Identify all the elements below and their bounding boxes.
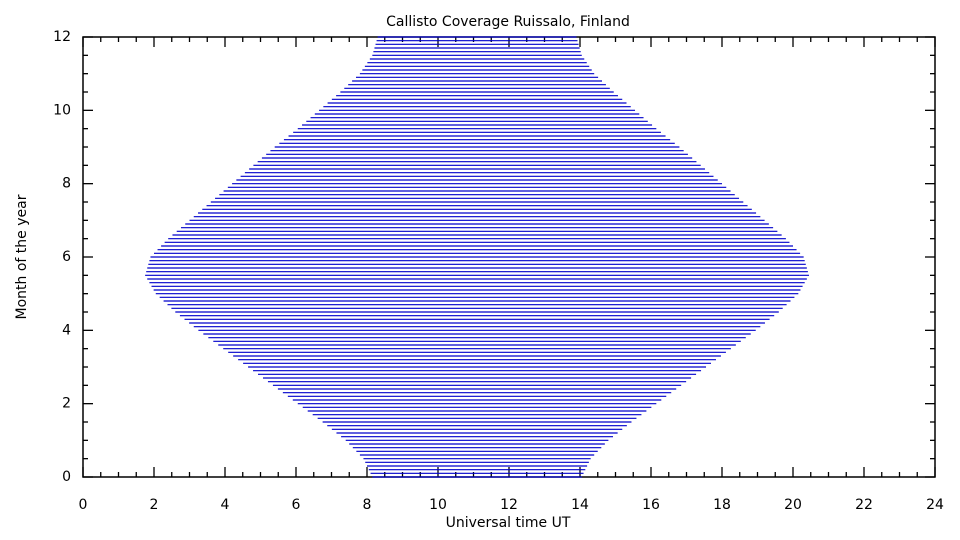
x-tick-label: 20 xyxy=(784,497,802,513)
y-tick-label: 2 xyxy=(62,396,71,412)
x-tick-label: 22 xyxy=(855,497,873,513)
y-tick-label: 10 xyxy=(53,102,71,118)
x-tick-label: 12 xyxy=(500,497,518,513)
x-tick-label: 24 xyxy=(926,497,944,513)
x-tick-label: 8 xyxy=(363,497,372,513)
y-tick-label: 8 xyxy=(62,176,71,192)
chart-title: Callisto Coverage Ruissalo, Finland xyxy=(386,14,630,30)
x-tick-label: 0 xyxy=(79,497,88,513)
y-tick-label: 12 xyxy=(53,29,71,45)
x-tick-label: 4 xyxy=(221,497,230,513)
x-tick-label: 16 xyxy=(642,497,660,513)
y-tick-label: 0 xyxy=(62,469,71,485)
x-tick-label: 18 xyxy=(713,497,731,513)
x-tick-label: 2 xyxy=(150,497,159,513)
y-tick-label: 6 xyxy=(62,249,71,265)
y-axis-title: Month of the year xyxy=(14,194,30,319)
x-tick-label: 6 xyxy=(292,497,301,513)
x-axis-title: Universal time UT xyxy=(446,515,571,531)
x-tick-label: 14 xyxy=(571,497,589,513)
y-tick-label: 4 xyxy=(62,322,71,338)
x-tick-label: 10 xyxy=(429,497,447,513)
